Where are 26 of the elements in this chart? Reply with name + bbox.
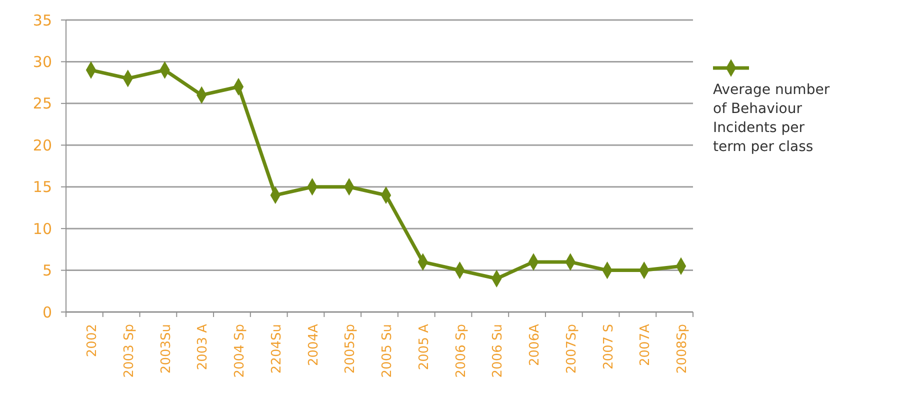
y-tick-label: 30	[32, 52, 52, 71]
x-tick-label: 2005Sp	[343, 324, 358, 374]
x-tick-label: 2004 Sp	[232, 324, 248, 378]
y-tick-label: 10	[32, 220, 52, 238]
y-tick-label: 15	[32, 178, 52, 196]
y-tick-label: 20	[32, 136, 52, 154]
x-tick-label: 2007A	[638, 324, 654, 366]
y-tick-label: 5	[42, 262, 52, 280]
x-tick-label: 2006A	[528, 324, 542, 366]
x-tick-label: 2003Su	[158, 324, 174, 374]
x-tick-label: 2004A	[306, 324, 322, 366]
x-tick-label: 2003 Sp	[122, 324, 137, 378]
x-tick-label: 2005 Su	[380, 324, 395, 378]
x-tick-label: 2204Su	[269, 324, 284, 374]
y-tick-label: 25	[32, 94, 52, 113]
x-tick-label: 2003 A	[196, 324, 211, 370]
x-tick-label: 2005 A	[416, 324, 432, 370]
x-tick-label: 2007Sp	[564, 324, 580, 374]
legend-label: Average number of Behaviour Incidents per term per class	[713, 82, 830, 155]
x-tick-label: 2006 Sp	[454, 324, 469, 378]
y-tick-label: 0	[42, 303, 52, 322]
x-tick-label: 2008Sp	[675, 324, 690, 374]
x-tick-label: 2002	[85, 324, 100, 358]
y-tick-label: 35	[32, 11, 52, 30]
x-tick-label: 2006 Su	[490, 324, 506, 378]
x-tick-label: 2007 S	[601, 324, 616, 370]
